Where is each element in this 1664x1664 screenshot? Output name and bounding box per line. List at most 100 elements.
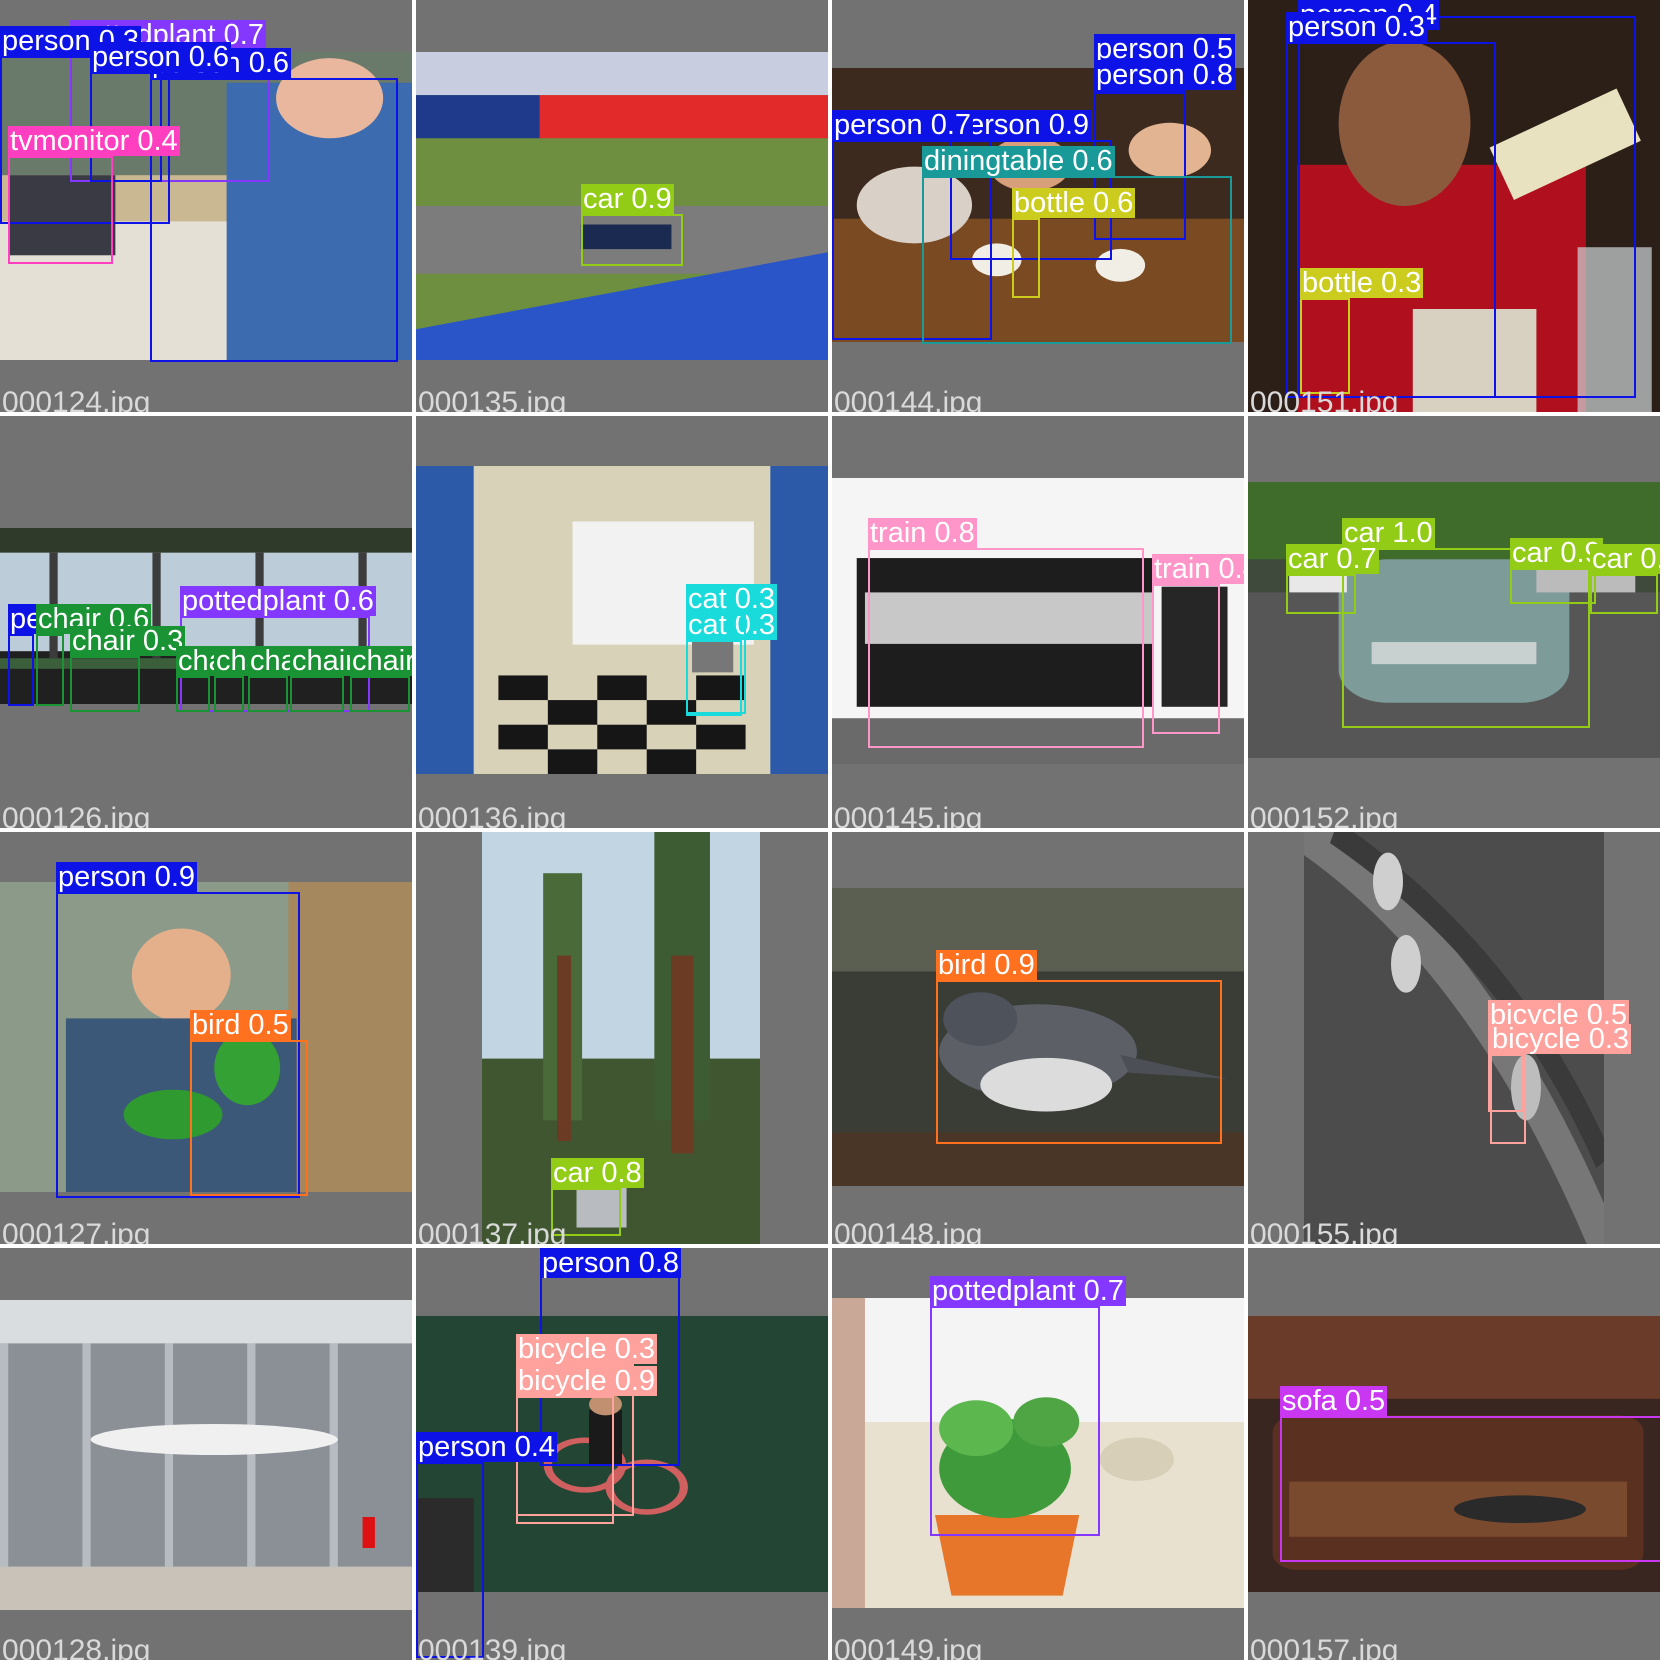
file-name: 000145.jpg (834, 802, 983, 829)
detection-label: bicycle 0.3 (1490, 1023, 1632, 1055)
detection-label: bottle 0.3 (1300, 267, 1424, 299)
detection-box (290, 676, 344, 712)
detection-box (150, 78, 398, 362)
detection-box (248, 676, 288, 712)
detection-label: person 0.3 (0, 25, 142, 57)
detection-box (1286, 574, 1356, 614)
detection-label: person 0.4 (416, 1431, 558, 1463)
file-name: 000151.jpg (1250, 386, 1399, 413)
detection-box (1510, 568, 1596, 604)
detection-box (350, 676, 410, 712)
file-name: 000157.jpg (1250, 1634, 1399, 1661)
detection-label: person 0.3 (1286, 11, 1428, 43)
detection-box (56, 892, 300, 1198)
detection-box (214, 676, 244, 712)
detection-label: tvmonitor 0.4 (8, 125, 180, 157)
detection-box (551, 1188, 621, 1236)
detection-label: person 0.9 (56, 861, 198, 893)
file-name: 000127.jpg (2, 1218, 151, 1245)
image-tile: person 0.9 bird 0.5 000127.jpg (0, 832, 412, 1244)
file-name: 000155.jpg (1250, 1218, 1399, 1245)
detection-box (416, 1462, 484, 1658)
detection-box (686, 614, 746, 714)
file-name: 000124.jpg (2, 386, 151, 413)
detection-label: person 0.6 (90, 41, 232, 73)
detection-label: bottle 0.6 (1012, 187, 1136, 219)
photo (832, 1298, 1244, 1608)
photo (1248, 0, 1660, 412)
image-tile: sofa 0.5 000157.jpg (1248, 1248, 1660, 1660)
file-name: 000136.jpg (418, 802, 567, 829)
detection-box (922, 176, 1232, 344)
detection-label: car 0.9 (1590, 544, 1660, 574)
photo (0, 1300, 412, 1610)
detection-label: train 0.8 (868, 517, 977, 549)
photo (832, 888, 1244, 1186)
file-name: 000139.jpg (418, 1634, 567, 1661)
detection-box (930, 1306, 1100, 1536)
detection-box (1152, 584, 1220, 734)
detection-box (832, 140, 992, 340)
file-name: 000152.jpg (1250, 802, 1399, 829)
detection-label: person 0.8 (540, 1248, 682, 1279)
detection-box (1490, 1054, 1526, 1144)
detection-label: cat 0.3 (686, 583, 778, 615)
detection-box (70, 656, 140, 712)
image-tile: car 0.9 000135.jpg (416, 0, 828, 412)
detection-box (868, 548, 1144, 748)
detection-label: bird 0.9 (936, 949, 1037, 981)
detection-box (1012, 218, 1040, 298)
detection-box (936, 980, 1222, 1144)
detection-box (1280, 1416, 1660, 1562)
detection-label: person 0.8 (1094, 59, 1236, 91)
detection-label: person 0.9 (950, 109, 1092, 141)
detection-label: train 0.4 (1152, 554, 1244, 584)
detection-label: pottedplant 0.7 (930, 1275, 1126, 1307)
image-tile: train 0.8 train 0.4 000145.jpg (832, 416, 1244, 828)
detection-box (581, 214, 683, 266)
detection-label: car 0.9 (1510, 537, 1603, 569)
detection-label: pottedplant 0.6 (180, 585, 376, 617)
detection-box (8, 156, 113, 264)
detection-box (176, 676, 210, 712)
detection-label: car 1.0 (1342, 517, 1435, 549)
detection-label: car 0.9 (581, 183, 674, 215)
photo (1248, 482, 1660, 758)
file-name: 000148.jpg (834, 1218, 983, 1245)
detection-box (1590, 574, 1658, 614)
photo (0, 52, 412, 360)
file-name: 000128.jpg (2, 1634, 151, 1661)
file-name: 000135.jpg (418, 386, 567, 413)
detection-box (190, 1040, 308, 1196)
file-name: 000149.jpg (834, 1634, 983, 1661)
detection-label: chair 0.3 (70, 625, 186, 657)
detection-label: bicycle 0.3 (516, 1333, 658, 1365)
detection-box (36, 634, 64, 706)
detection-box (8, 634, 34, 706)
image-tile: car 0.8 000137.jpg (416, 832, 828, 1244)
detection-label: person 0.5 (1094, 33, 1236, 65)
image-tile: bicycle 0.5 bicycle 0.3 000155.jpg (1248, 832, 1660, 1244)
detection-box (1342, 548, 1590, 728)
detection-label: chair 0.3 (350, 646, 412, 676)
detection-label: sofa 0.5 (1280, 1385, 1388, 1417)
photo (1248, 1316, 1660, 1592)
detection-label: car 0.7 (1286, 543, 1379, 575)
detection-label: person 0.7 (832, 109, 974, 141)
detection-label: diningtable 0.6 (922, 145, 1115, 177)
file-name: 000144.jpg (834, 386, 983, 413)
image-tile: pottedplant 0.7 000149.jpg (832, 1248, 1244, 1660)
image-tile: person 0.8 bicycle 0.3 bicycle 0.9 person 0… (416, 1248, 828, 1660)
detection-label: bird 0.5 (190, 1009, 291, 1041)
file-name: 000137.jpg (418, 1218, 567, 1245)
detection-label: car 0.8 (551, 1157, 644, 1189)
image-tile: cat 0.3 cat 0.3 000136.jpg (416, 416, 828, 828)
image-tile: person 0.5 person 0.8 person 0.9 person 0.7… (832, 0, 1244, 412)
detection-box (1300, 298, 1350, 394)
file-name: 000126.jpg (2, 802, 151, 829)
